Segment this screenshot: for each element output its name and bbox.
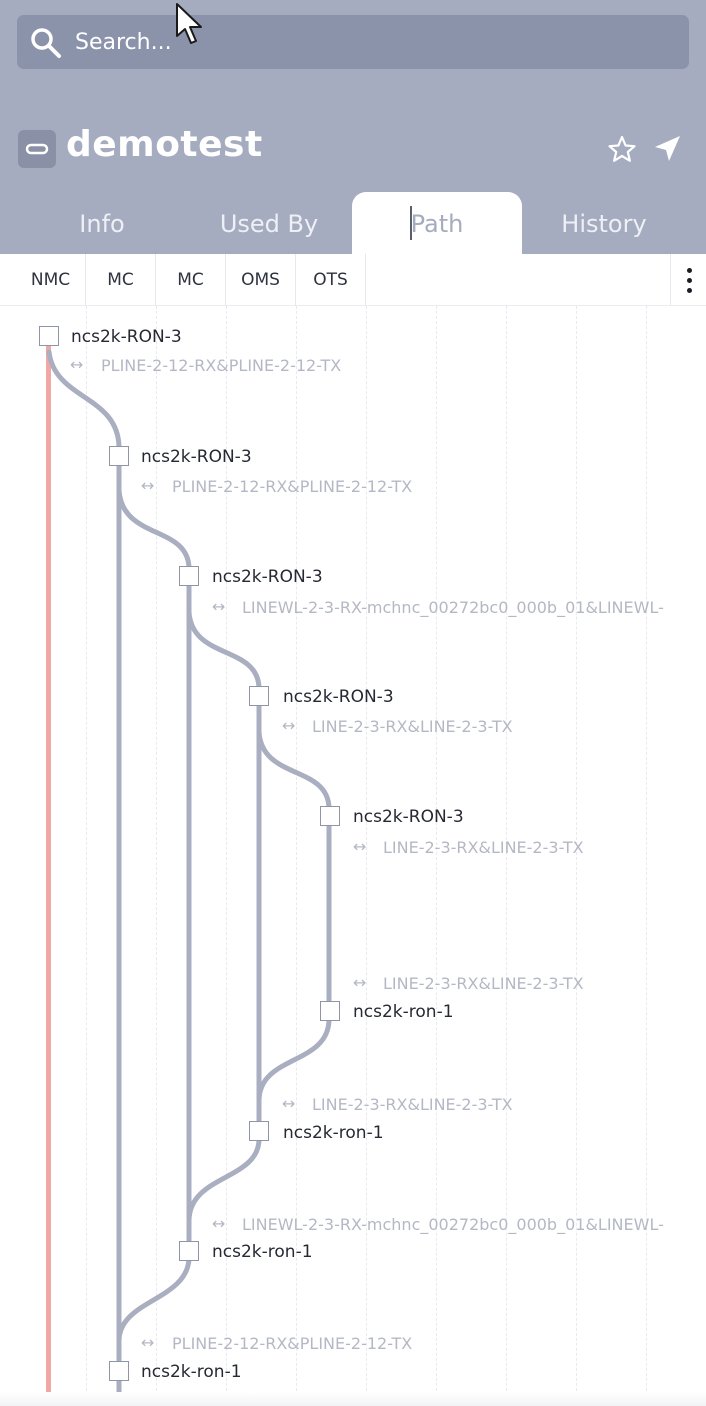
- path-node-box[interactable]: [320, 806, 340, 826]
- panel-bottom-edge: [0, 1392, 706, 1406]
- column-header-oms[interactable]: OMS: [226, 254, 296, 306]
- grid-line: [86, 306, 87, 1406]
- bidirectional-arrow-icon: ↔: [212, 1214, 226, 1233]
- path-node-box[interactable]: [109, 1361, 129, 1381]
- grid-line: [296, 306, 297, 1406]
- path-node-box[interactable]: [249, 1121, 269, 1141]
- path-node-box[interactable]: [179, 1241, 199, 1261]
- node-name[interactable]: ncs2k-RON-3: [141, 447, 252, 467]
- search-input[interactable]: [75, 24, 635, 60]
- layer-column-bar: NMC MC MC OMS OTS: [0, 254, 706, 306]
- bidirectional-arrow-icon: ↔: [70, 355, 84, 374]
- node-name[interactable]: ncs2k-RON-3: [353, 807, 464, 827]
- grid-line: [506, 306, 507, 1406]
- bidirectional-arrow-icon: ↔: [212, 597, 226, 616]
- bidirectional-arrow-icon: ↔: [353, 973, 367, 992]
- path-node-box[interactable]: [320, 1001, 340, 1021]
- node-name[interactable]: ncs2k-RON-3: [212, 567, 323, 587]
- star-icon[interactable]: [607, 134, 637, 164]
- tab-info[interactable]: Info: [79, 210, 125, 238]
- port-label: PLINE-2-12-RX&PLINE-2-12-TX: [172, 477, 413, 496]
- grid-line: [156, 306, 157, 1406]
- node-name[interactable]: ncs2k-RON-3: [283, 687, 394, 707]
- path-node-box[interactable]: [249, 686, 269, 706]
- page-title: demotest: [66, 124, 263, 165]
- port-label: LINE-2-3-RX&LINE-2-3-TX: [312, 1095, 513, 1114]
- tab-history[interactable]: History: [561, 210, 647, 238]
- node-name[interactable]: ncs2k-ron-1: [353, 1002, 454, 1022]
- mouse-cursor-icon: [176, 3, 202, 44]
- port-label: PLINE-2-12-RX&PLINE-2-12-TX: [172, 1334, 413, 1353]
- navigate-arrow-icon[interactable]: [651, 133, 683, 165]
- search-bar[interactable]: [17, 15, 689, 69]
- column-header-mc-1[interactable]: MC: [86, 254, 156, 306]
- search-icon[interactable]: [29, 26, 63, 60]
- bidirectional-arrow-icon: ↔: [282, 716, 296, 735]
- path-node-box[interactable]: [109, 446, 129, 466]
- bidirectional-arrow-icon: ↔: [282, 1094, 296, 1113]
- tab-path[interactable]: Path: [352, 192, 522, 254]
- bidirectional-arrow-icon: ↔: [353, 837, 367, 856]
- grid-line: [366, 306, 367, 1406]
- link-icon: [18, 130, 56, 168]
- port-label: LINEWL-2-3-RX-mchnc_00272bc0_000b_01&LIN…: [242, 598, 664, 617]
- port-label: PLINE-2-12-RX&PLINE-2-12-TX: [101, 356, 342, 375]
- port-label: LINE-2-3-RX&LINE-2-3-TX: [312, 717, 513, 736]
- node-name[interactable]: ncs2k-ron-1: [141, 1362, 242, 1382]
- grid-line: [646, 306, 647, 1406]
- tab-used-by[interactable]: Used By: [219, 210, 319, 238]
- path-node-box[interactable]: [179, 566, 199, 586]
- port-label: LINEWL-2-3-RX-mchnc_00272bc0_000b_01&LIN…: [242, 1215, 664, 1234]
- bidirectional-arrow-icon: ↔: [141, 1333, 155, 1352]
- node-name[interactable]: ncs2k-RON-3: [71, 327, 182, 347]
- bidirectional-arrow-icon: ↔: [141, 476, 155, 495]
- nmc-path-line: [46, 345, 51, 1406]
- column-header-ots[interactable]: OTS: [296, 254, 366, 306]
- node-name[interactable]: ncs2k-ron-1: [283, 1123, 384, 1143]
- more-options-icon[interactable]: [670, 254, 706, 306]
- node-name[interactable]: ncs2k-ron-1: [212, 1242, 313, 1262]
- port-label: LINE-2-3-RX&LINE-2-3-TX: [383, 974, 584, 993]
- port-label: LINE-2-3-RX&LINE-2-3-TX: [383, 838, 584, 857]
- grid-line: [576, 306, 577, 1406]
- panel-header: demotest Info Used By Path History: [0, 0, 706, 254]
- column-header-mc-2[interactable]: MC: [156, 254, 226, 306]
- grid-line: [436, 306, 437, 1406]
- column-header-nmc[interactable]: NMC: [16, 254, 86, 306]
- path-node-box[interactable]: [39, 326, 59, 346]
- grid-line: [226, 306, 227, 1406]
- text-caret: [410, 206, 412, 240]
